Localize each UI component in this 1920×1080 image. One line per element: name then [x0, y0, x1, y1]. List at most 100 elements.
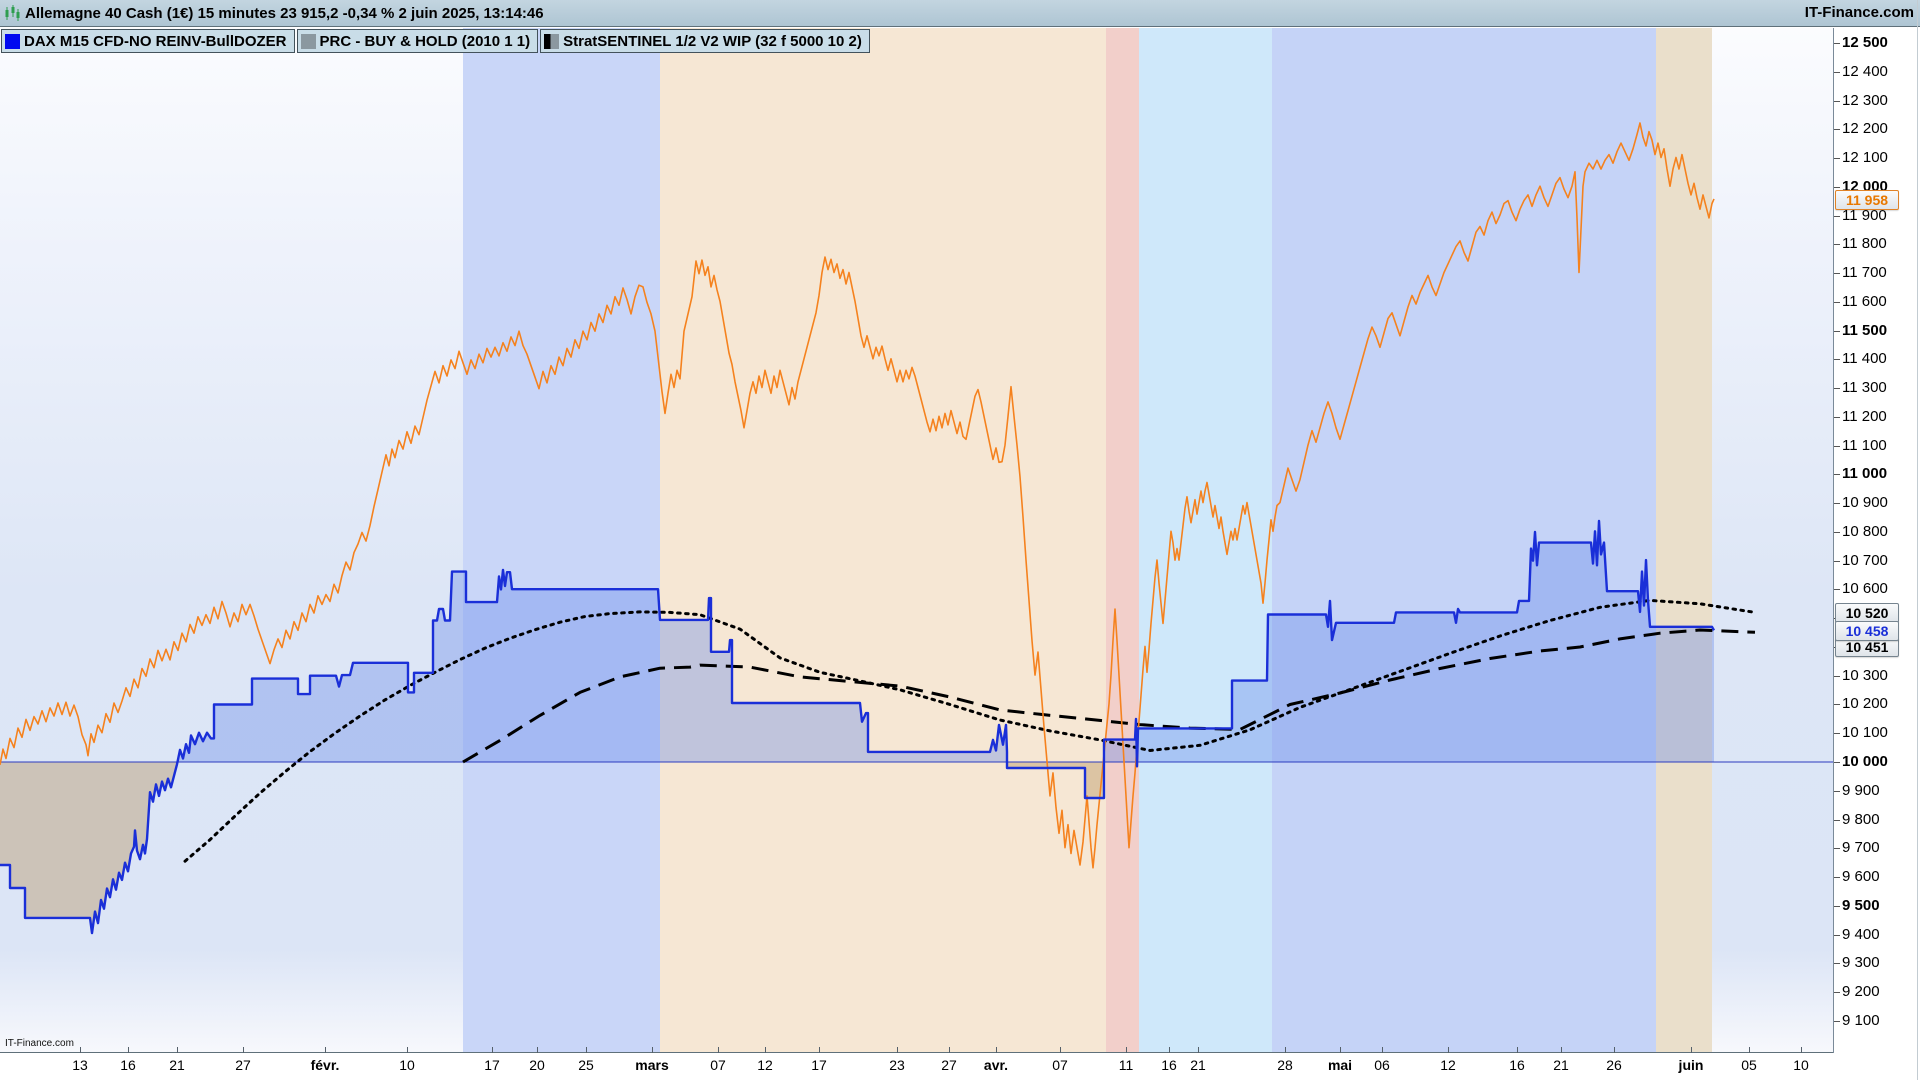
x-axis-tick-mark — [1382, 1047, 1383, 1053]
x-axis-tick-mark — [1448, 1047, 1449, 1053]
y-axis-tick-mark — [1834, 934, 1840, 936]
y-axis-tick-mark — [1834, 848, 1840, 850]
x-axis-tick-mark — [407, 1047, 408, 1053]
x-axis-label: févr. — [310, 1057, 340, 1073]
y-axis-tick-mark — [1834, 704, 1840, 706]
y-axis-tick-label: 9 400 — [1842, 925, 1880, 943]
x-axis-tick-mark — [80, 1047, 81, 1053]
x-axis-label: 27 — [235, 1057, 251, 1073]
y-axis-tick-label: 11 500 — [1842, 321, 1888, 339]
x-axis-label: 21 — [169, 1057, 185, 1073]
y-axis-tick-mark — [1834, 71, 1840, 73]
regime-band — [660, 28, 1106, 1052]
y-axis-tick-label: 10 100 — [1842, 724, 1888, 742]
y-axis-tick-label: 11 400 — [1842, 350, 1887, 368]
x-axis-tick-mark — [243, 1047, 244, 1053]
legend-item-stratsentinel[interactable]: StratSENTINEL 1/2 V2 WIP (32 f 5000 10 2… — [540, 29, 870, 53]
x-axis-tick-mark — [1691, 1047, 1692, 1053]
x-axis-label: 28 — [1277, 1057, 1293, 1073]
x-axis-tick-mark — [1561, 1047, 1562, 1053]
x-axis-label: 25 — [578, 1057, 594, 1073]
y-axis-tick-label: 10 200 — [1842, 695, 1888, 713]
legend-item-dax-strategy[interactable]: DAX M15 CFD-NO REINV-BullDOZER — [1, 29, 295, 53]
x-axis-tick-mark — [128, 1047, 129, 1053]
y-axis-tick-label: 12 300 — [1842, 91, 1888, 109]
x-axis-tick-mark — [765, 1047, 766, 1053]
y-axis-tick-label: 11 700 — [1842, 264, 1887, 282]
y-axis-tick-label: 9 100 — [1842, 1011, 1880, 1029]
y-axis-tick-mark — [1834, 905, 1840, 907]
black-gray-swatch-icon — [544, 33, 560, 49]
chart-watermark: IT-Finance.com — [5, 1038, 74, 1049]
y-axis-tick-label: 11 200 — [1842, 407, 1887, 425]
x-axis-label: 16 — [1509, 1057, 1525, 1073]
x-axis-label: mai — [1327, 1057, 1353, 1073]
gray-swatch-icon — [300, 33, 316, 49]
x-axis-label: 16 — [1161, 1057, 1177, 1073]
legend-label: StratSENTINEL 1/2 V2 WIP (32 f 5000 10 2… — [563, 32, 862, 50]
y-axis-tick-mark — [1834, 733, 1840, 735]
window-right-border — [1917, 0, 1918, 1080]
x-axis-tick-mark — [1749, 1047, 1750, 1053]
y-axis-tick-mark — [1834, 992, 1840, 994]
y-axis-tick-mark — [1834, 963, 1840, 965]
y-axis-tick-mark — [1834, 43, 1840, 44]
instrument-title: Allemagne 40 Cash (1€) 15 minutes 23 915… — [25, 4, 544, 22]
x-axis-label: avr. — [983, 1057, 1009, 1073]
x-axis[interactable]: 13 16 21 27 févr. 10 17 20 25 mars 07 12 17 23 27 avr. 0… — [0, 1047, 1920, 1080]
chart-plot-area[interactable] — [0, 28, 1833, 1053]
y-axis-tick-mark — [1834, 359, 1840, 361]
x-axis-label: juin — [1678, 1057, 1704, 1073]
y-axis-tick-mark — [1834, 416, 1840, 418]
y-axis-tick-mark — [1834, 675, 1840, 677]
y-axis-tick-label: 10 700 — [1842, 551, 1888, 569]
y-axis-tick-label: 9 800 — [1842, 810, 1880, 828]
y-axis-tick-mark — [1834, 301, 1840, 303]
x-axis-tick-mark — [1198, 1047, 1199, 1053]
x-axis-tick-mark — [1614, 1047, 1615, 1053]
y-axis-tick-label: 11 900 — [1842, 206, 1887, 224]
equity-value-marker: 10 458 — [1835, 621, 1899, 642]
equity-step-line — [0, 519, 1716, 935]
regime-band — [1139, 28, 1272, 1052]
x-axis-label: 26 — [1606, 1057, 1622, 1073]
x-axis-label: 21 — [1553, 1057, 1569, 1073]
y-axis-tick-label: 10 900 — [1842, 494, 1888, 512]
y-axis-tick-label: 9 200 — [1842, 983, 1880, 1001]
x-axis-label: 23 — [889, 1057, 905, 1073]
x-axis-label: 11 — [1118, 1057, 1134, 1073]
y-axis-tick-mark — [1834, 158, 1840, 160]
x-axis-tick-mark — [819, 1047, 820, 1053]
x-axis-label: 21 — [1190, 1057, 1206, 1073]
price-chart[interactable] — [0, 28, 1833, 1052]
x-axis-label: 12 — [757, 1057, 773, 1073]
y-axis-tick-mark — [1834, 877, 1840, 879]
y-axis-tick-mark — [1834, 100, 1840, 102]
x-axis-label: 07 — [1052, 1057, 1068, 1073]
y-axis-tick-label: 9 500 — [1842, 896, 1880, 914]
x-axis-label: 10 — [1793, 1057, 1809, 1073]
dashed-line-value-marker: 10 451 — [1835, 637, 1899, 657]
stratsentinel-dashed-line — [462, 628, 1756, 764]
x-axis-tick-mark — [177, 1047, 178, 1053]
y-axis-tick-label: 9 300 — [1842, 954, 1880, 972]
x-axis-tick-mark — [1060, 1047, 1061, 1053]
x-axis-tick-mark — [492, 1047, 493, 1053]
y-axis-tick-label: 11 800 — [1842, 235, 1887, 253]
y-axis-tick-mark — [1834, 330, 1840, 332]
y-axis-tick-mark — [1834, 560, 1840, 562]
y-axis-tick-label: 12 200 — [1842, 120, 1888, 138]
brand-label: IT-Finance.com — [1804, 4, 1914, 21]
y-axis-tick-label: 12 100 — [1842, 149, 1888, 167]
regime-band — [1106, 28, 1139, 1052]
y-axis[interactable]: 12 500 12 400 12 300 12 200 12 100 12 000 11 9… — [1833, 28, 1920, 1053]
x-axis-tick-mark — [949, 1047, 950, 1053]
legend-label: DAX M15 CFD-NO REINV-BullDOZER — [24, 32, 287, 50]
x-axis-label: 17 — [811, 1057, 827, 1073]
x-axis-label: 16 — [120, 1057, 136, 1073]
x-axis-label: 05 — [1741, 1057, 1757, 1073]
regime-band — [1656, 28, 1712, 1052]
legend-item-buy-hold[interactable]: PRC - BUY & HOLD (2010 1 1) — [296, 29, 539, 53]
y-axis-tick-label: 12 500 — [1842, 34, 1888, 51]
x-axis-tick-mark — [325, 1047, 326, 1053]
